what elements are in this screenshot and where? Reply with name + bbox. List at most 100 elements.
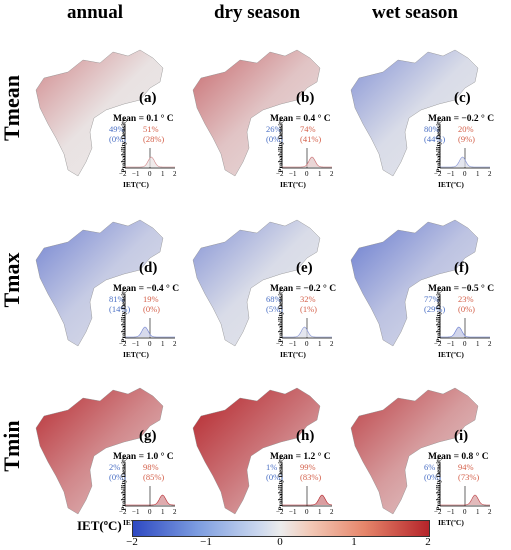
density-curve bbox=[125, 326, 175, 338]
positive-significant: (41%) bbox=[300, 133, 322, 144]
colorbar-tick: −2 bbox=[126, 536, 138, 548]
mean-value: Mean = 0.8 ° C bbox=[428, 452, 489, 462]
row-label-tmin: Tmin bbox=[0, 420, 24, 472]
positive-significant: (73%) bbox=[458, 471, 480, 482]
column-header-dry-season: dry season bbox=[213, 2, 301, 23]
inset-ylabel: Probability Density bbox=[120, 118, 128, 173]
panel-letter: (f) bbox=[454, 260, 469, 276]
region-map bbox=[350, 219, 490, 347]
negative-significant: (0%) bbox=[109, 471, 126, 482]
column-header-annual: annual bbox=[67, 2, 123, 23]
panel: (g) Mean = 1.0 ° C 2% (0%) 98% (85%) Pro… bbox=[28, 368, 178, 533]
positive-stats: 23% (0%) bbox=[458, 294, 475, 314]
negative-significant: (29%) bbox=[424, 303, 446, 314]
region-map bbox=[35, 387, 175, 515]
positive-stats: 99% (83%) bbox=[300, 462, 322, 482]
negative-significant: (14%) bbox=[109, 303, 131, 314]
inset-tick: −2 bbox=[276, 170, 284, 178]
inset-tick: −1 bbox=[132, 508, 140, 516]
negative-significant: (5%) bbox=[266, 303, 283, 314]
inset-tick: 2 bbox=[330, 170, 334, 178]
positive-significant: (85%) bbox=[143, 471, 165, 482]
inset-tick: 0 bbox=[463, 508, 467, 516]
region-map bbox=[192, 49, 332, 177]
positive-stats: 32% (1%) bbox=[300, 294, 317, 314]
inset-tick: 1 bbox=[161, 340, 165, 348]
inset-tick: 0 bbox=[148, 170, 152, 178]
map-shape bbox=[192, 219, 321, 347]
colorbar-title: IET(ºC) bbox=[77, 518, 122, 533]
region-map bbox=[192, 387, 333, 515]
inset-tick: 2 bbox=[173, 508, 177, 516]
positive-significant: (0%) bbox=[458, 303, 475, 314]
panel-letter: (a) bbox=[139, 90, 157, 106]
positive-stats: 74% (41%) bbox=[300, 124, 322, 144]
density-curve bbox=[125, 156, 175, 168]
colorbar bbox=[132, 520, 430, 537]
inset-tick: 2 bbox=[173, 170, 177, 178]
inset-tick: 1 bbox=[318, 508, 322, 516]
negative-stats: 1% (0%) bbox=[266, 462, 283, 482]
inset-tick: 2 bbox=[488, 170, 492, 178]
inset-tick: 1 bbox=[476, 508, 480, 516]
negative-percent: 68% bbox=[266, 294, 282, 304]
inset-tick: −2 bbox=[119, 508, 127, 516]
inset-tick: −2 bbox=[434, 508, 442, 516]
inset-tick: 1 bbox=[476, 170, 480, 178]
density-curve bbox=[282, 494, 333, 506]
negative-significant: (44%) bbox=[424, 133, 446, 144]
negative-significant: (0%) bbox=[109, 133, 126, 144]
inset-tick: 1 bbox=[318, 340, 322, 348]
panel: (i) Mean = 0.8 ° C 6% (0%) 94% (73%) Pro… bbox=[343, 368, 493, 533]
map-shape bbox=[192, 387, 321, 515]
inset-tick: 2 bbox=[173, 340, 177, 348]
inset-ylabel: Probability Density bbox=[435, 456, 443, 511]
mean-value: Mean = −0.4 ° C bbox=[113, 284, 180, 294]
inset-tick: −2 bbox=[434, 340, 442, 348]
inset-ylabel: Probability Density bbox=[277, 456, 285, 511]
inset-tick: −1 bbox=[289, 340, 297, 348]
positive-significant: (0%) bbox=[143, 303, 160, 314]
negative-percent: 6% bbox=[424, 462, 436, 472]
positive-percent: 23% bbox=[458, 294, 474, 304]
positive-stats: 94% (73%) bbox=[458, 462, 480, 482]
region-map bbox=[350, 49, 490, 177]
inset-tick: 0 bbox=[463, 340, 467, 348]
region-map bbox=[35, 49, 175, 177]
panel: (a) Mean = 0.1 ° C 49% (0%) 51% (28%) Pr… bbox=[28, 30, 178, 195]
inset-ylabel: Probability Density bbox=[277, 118, 285, 173]
negative-percent: 2% bbox=[109, 462, 121, 472]
density-curve bbox=[282, 156, 332, 168]
inset-tick: 1 bbox=[476, 340, 480, 348]
map-shape bbox=[350, 387, 479, 515]
panel-letter: (b) bbox=[296, 90, 315, 106]
column-header-wet-season: wet season bbox=[371, 2, 459, 23]
inset-tick: 2 bbox=[488, 508, 492, 516]
negative-significant: (0%) bbox=[266, 471, 283, 482]
positive-percent: 32% bbox=[300, 294, 316, 304]
inset-xlabel: IET(ºC) bbox=[438, 518, 464, 527]
density-curve bbox=[125, 494, 175, 506]
colorbar-tick: 1 bbox=[351, 536, 357, 548]
inset-tick: 2 bbox=[330, 340, 334, 348]
positive-stats: 19% (0%) bbox=[143, 294, 160, 314]
negative-percent: 49% bbox=[109, 124, 125, 134]
map-shape bbox=[35, 49, 164, 177]
positive-percent: 74% bbox=[300, 124, 316, 134]
negative-stats: 2% (0%) bbox=[109, 462, 126, 482]
positive-stats: 51% (28%) bbox=[143, 124, 164, 144]
negative-significant: (0%) bbox=[424, 471, 441, 482]
positive-percent: 19% bbox=[143, 294, 159, 304]
inset-tick: 0 bbox=[305, 170, 309, 178]
positive-percent: 94% bbox=[458, 462, 474, 472]
negative-percent: 1% bbox=[266, 462, 278, 472]
negative-percent: 77% bbox=[424, 294, 440, 304]
inset-tick: −1 bbox=[289, 170, 297, 178]
row-label-tmax: Tmax bbox=[0, 252, 24, 308]
positive-significant: (9%) bbox=[458, 133, 475, 144]
inset-tick: −1 bbox=[447, 508, 455, 516]
panel: (f) Mean = −0.5 ° C 77% (29%) 23% (0%) P… bbox=[343, 200, 494, 365]
positive-significant: (83%) bbox=[300, 471, 322, 482]
negative-stats: 80% (44%) bbox=[424, 124, 446, 144]
